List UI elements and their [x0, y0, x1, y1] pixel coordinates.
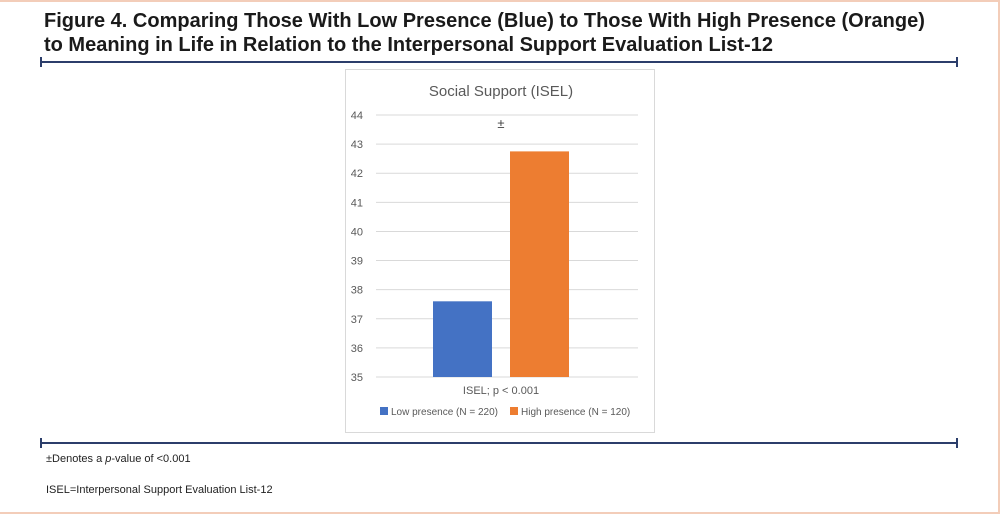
- bottom-rule: [40, 438, 958, 448]
- footnote-pvalue-prefix: ±Denotes a: [46, 453, 106, 465]
- legend-label: High presence (N = 120): [521, 407, 630, 418]
- y-tick-label: 37: [351, 314, 363, 326]
- y-tick-label: 39: [351, 256, 363, 268]
- y-tick-label: 41: [351, 197, 363, 209]
- footnote-pvalue-italic: p: [105, 453, 112, 465]
- figure-title: Figure 4. Comparing Those With Low Prese…: [44, 10, 925, 56]
- chart-container: Social Support (ISEL) 35 36 37 38 39 40 41 42 43…: [345, 69, 655, 433]
- footnote-pvalue: ±Denotes a p-value of <0.001: [46, 452, 191, 466]
- legend-label: Low presence (N = 220): [391, 407, 498, 418]
- chart-title: Social Support (ISEL): [429, 83, 573, 100]
- frame-right-border: [998, 0, 1000, 514]
- y-tick-label: 38: [351, 285, 363, 297]
- x-category-label: ISEL; p < 0.001: [463, 385, 539, 397]
- y-axis-ticks: 35 36 37 38 39 40 41 42 43 44: [351, 110, 363, 384]
- frame-top-border: [0, 0, 1000, 2]
- frame-bottom-border: [0, 512, 1000, 514]
- footnote-isel: ISEL=Interpersonal Support Evaluation Li…: [46, 484, 273, 496]
- y-tick-label: 36: [351, 343, 363, 355]
- significance-annotation: ±: [497, 116, 504, 131]
- bar-low-presence: [433, 301, 492, 377]
- gridlines: [376, 114, 638, 378]
- bar-chart: Social Support (ISEL) 35 36 37 38 39 40 41 42 43…: [351, 83, 638, 418]
- y-tick-label: 42: [351, 168, 363, 180]
- bar-high-presence: [510, 151, 569, 377]
- top-rule: [40, 57, 958, 67]
- legend-swatch: [510, 407, 518, 415]
- y-tick-label: 35: [351, 372, 363, 384]
- legend-swatch: [380, 407, 388, 415]
- y-tick-label: 40: [351, 226, 363, 238]
- y-tick-label: 43: [351, 139, 363, 151]
- legend: Low presence (N = 220) High presence (N =…: [380, 407, 630, 418]
- bars: [433, 151, 569, 377]
- y-tick-label: 44: [351, 110, 363, 122]
- footnote-pvalue-suffix: -value of <0.001: [111, 453, 191, 465]
